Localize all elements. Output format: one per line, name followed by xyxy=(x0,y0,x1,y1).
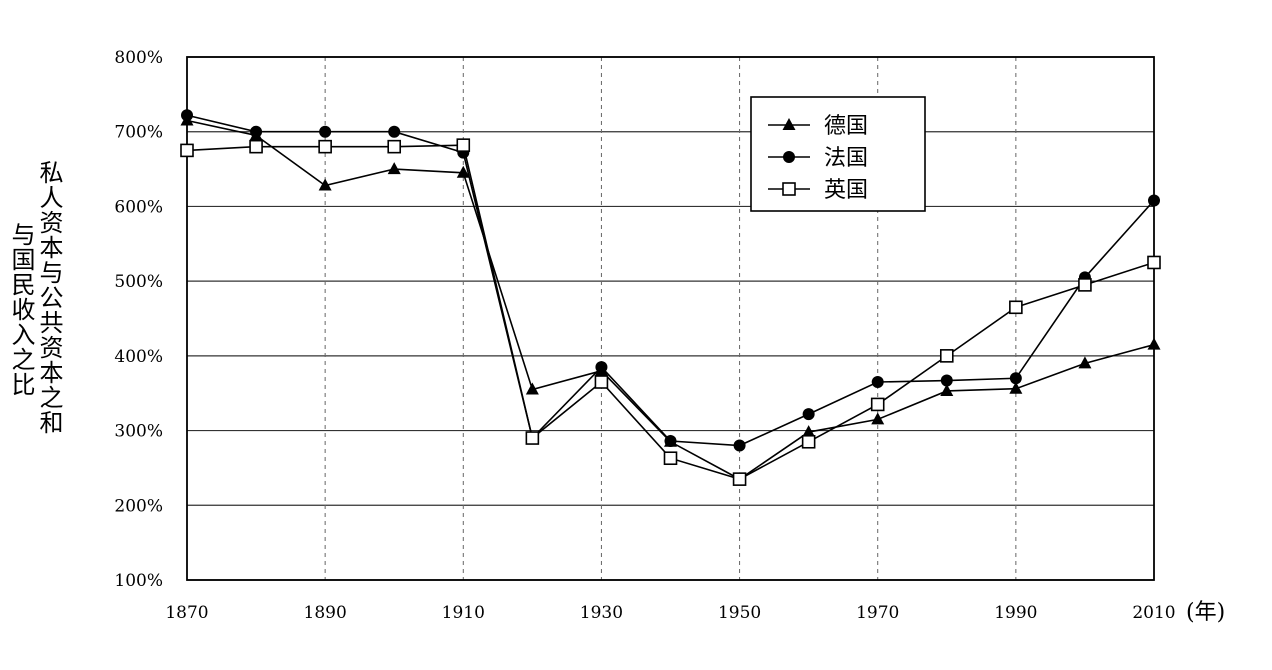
y-tick-label: 500% xyxy=(114,272,163,292)
data-point-circle xyxy=(250,125,263,138)
data-point-circle xyxy=(181,109,193,122)
series-line-square-open xyxy=(186,144,1155,480)
data-point-circle xyxy=(940,374,953,387)
data-point-triangle xyxy=(1009,381,1023,394)
data-point-triangle xyxy=(1147,337,1161,350)
data-point-triangle xyxy=(456,165,470,178)
data-point-square-open xyxy=(801,434,816,449)
data-point-square-open xyxy=(1078,278,1092,292)
data-point-circle xyxy=(733,439,746,452)
x-tick-label: 1910 xyxy=(442,603,485,623)
data-point-square-open xyxy=(870,397,885,412)
series-line-circle xyxy=(186,114,1155,447)
data-point-triangle xyxy=(940,383,954,396)
data-point-square-open xyxy=(318,139,332,154)
x-tick-label: 1890 xyxy=(304,603,347,623)
series-line-triangle xyxy=(186,119,1155,481)
data-point-square-open xyxy=(456,138,471,152)
data-point-square-open xyxy=(180,143,194,158)
legend-label: 英国 xyxy=(824,178,868,203)
data-point-triangle xyxy=(802,425,816,438)
data-point-circle xyxy=(1009,372,1022,385)
y-tick-label: 400% xyxy=(114,347,163,367)
y-axis-label-line-1: 私人资本与公共资本之和 xyxy=(35,160,63,435)
legend-label: 德国 xyxy=(824,114,868,139)
data-point-triangle xyxy=(1078,356,1092,369)
legend-swatch-marker xyxy=(782,118,796,130)
x-tick-label: 1950 xyxy=(718,603,761,623)
x-tick-label: 1970 xyxy=(856,603,899,623)
data-point-triangle xyxy=(318,178,332,191)
x-axis-unit-label: (年) xyxy=(1186,600,1225,625)
y-tick-label: 200% xyxy=(114,496,163,516)
data-point-square-open xyxy=(663,451,678,466)
data-point-circle xyxy=(664,435,677,448)
y-tick-label: 100% xyxy=(114,571,163,591)
y-tick-label: 800% xyxy=(114,48,163,68)
data-point-square-open xyxy=(249,139,263,154)
data-point-square-open xyxy=(387,139,402,154)
legend-swatch-marker xyxy=(783,151,795,163)
y-tick-label: 600% xyxy=(114,197,163,217)
data-point-square-open xyxy=(594,375,609,389)
data-point-square-open xyxy=(525,431,540,445)
legend-swatch-marker xyxy=(782,182,796,196)
data-point-circle xyxy=(1148,194,1160,207)
data-point-circle xyxy=(388,125,401,138)
legend-label: 法国 xyxy=(824,146,868,171)
x-tick-label: 1930 xyxy=(580,603,623,623)
plot-frame xyxy=(186,56,1155,581)
data-point-triangle xyxy=(525,382,539,395)
data-point-square-open xyxy=(1009,300,1023,315)
data-point-triangle xyxy=(387,162,401,175)
data-point-triangle xyxy=(871,412,885,425)
y-tick-label: 700% xyxy=(114,123,163,143)
data-point-circle xyxy=(871,376,884,389)
x-tick-label: 1990 xyxy=(994,603,1037,623)
data-point-square-open xyxy=(939,349,954,363)
data-point-circle xyxy=(319,125,332,138)
data-point-square-open xyxy=(732,472,747,486)
data-point-circle xyxy=(595,361,608,374)
data-point-circle xyxy=(802,408,815,421)
legend-box xyxy=(750,96,926,212)
y-axis-label-line-2: 与国民收入之比 xyxy=(7,222,35,397)
x-tick-label: 2010 xyxy=(1132,603,1175,623)
x-tick-label: 1870 xyxy=(165,603,208,623)
data-point-square-open xyxy=(1147,255,1161,270)
y-tick-label: 300% xyxy=(114,422,163,442)
